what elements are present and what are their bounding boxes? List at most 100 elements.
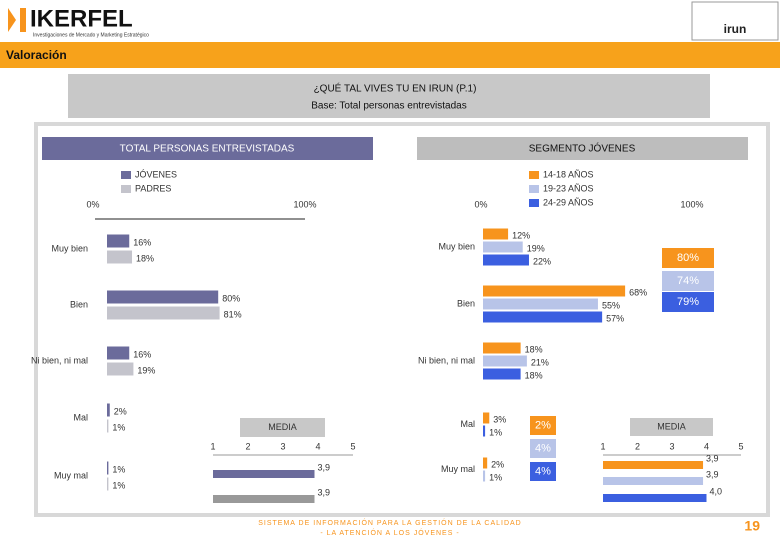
value-label: 18% <box>136 253 154 263</box>
footer-line2: - LA ATENCIÓN A LOS JÓVENES - <box>320 528 459 537</box>
media-tick-label: 5 <box>738 441 743 451</box>
legend-swatch <box>529 171 539 179</box>
media-value-label: 4,0 <box>710 486 723 496</box>
right-title-box <box>417 137 748 160</box>
category-label: Ni bien, ni mal <box>418 355 475 365</box>
client-logo <box>691 1 779 41</box>
category-label: Muy mal <box>441 464 475 474</box>
total-label: 74% <box>677 275 699 287</box>
bar <box>107 403 110 417</box>
media-bar <box>603 477 704 485</box>
x-tick-label: 100% <box>293 199 316 209</box>
category-label: Mal <box>460 419 475 429</box>
media-value-label: 3,9 <box>706 469 719 479</box>
brand: IKERFEL <box>30 5 133 32</box>
legend-label: JÓVENES <box>135 169 177 179</box>
logo-bar <box>20 8 26 32</box>
total-box <box>662 292 714 312</box>
value-label: 21% <box>531 357 549 367</box>
section-bar <box>0 42 780 68</box>
x-tick-label: 0% <box>474 199 487 209</box>
media-label: MEDIA <box>268 422 297 432</box>
question-title: ¿QUÉ TAL VIVES TU EN IRUN (P.1) <box>314 82 477 95</box>
media-tick-label: 5 <box>350 441 355 451</box>
bar <box>483 425 486 437</box>
value-label: 2% <box>491 459 504 469</box>
value-label: 68% <box>629 287 647 297</box>
bar <box>483 285 626 297</box>
bar <box>483 368 521 380</box>
legend-swatch <box>529 185 539 193</box>
legend-swatch <box>121 185 131 193</box>
x-tick-label: 100% <box>680 199 703 209</box>
section-title: Valoración <box>6 48 67 62</box>
bar <box>107 346 130 360</box>
value-label: 80% <box>222 293 240 303</box>
right-title: SEGMENTO JÓVENES <box>529 142 636 155</box>
media-tick-label: 1 <box>210 441 215 451</box>
media-tick-label: 4 <box>315 441 320 451</box>
category-label: Mal <box>73 412 88 422</box>
bar <box>107 461 109 475</box>
media-tick-label: 3 <box>280 441 285 451</box>
value-label: 19% <box>527 243 545 253</box>
value-label: 1% <box>489 472 502 482</box>
bar <box>107 306 220 320</box>
value-label: 1% <box>489 427 502 437</box>
total-box <box>662 271 714 291</box>
bar <box>107 290 219 304</box>
media-bar <box>213 470 315 478</box>
total-label: 80% <box>677 252 699 264</box>
media-value-label: 3,9 <box>318 487 331 497</box>
category-label: Muy bien <box>51 243 88 253</box>
total-label: 79% <box>677 296 699 308</box>
client-name: irun <box>724 22 747 36</box>
page-number: 19 <box>744 518 760 534</box>
bar <box>107 419 109 433</box>
media-value-label: 3,9 <box>706 453 719 463</box>
footer-line1: SISTEMA DE INFORMACIÓN PARA LA GESTIÓN D… <box>258 518 521 527</box>
total-label: 2% <box>535 419 551 431</box>
question-base: Base: Total personas entrevistadas <box>311 101 466 112</box>
total-box <box>530 462 556 481</box>
bar <box>483 311 603 323</box>
bar <box>483 457 488 469</box>
value-label: 1% <box>112 422 125 432</box>
category-label: Muy bien <box>438 241 475 251</box>
media-bar <box>213 495 315 503</box>
bar <box>107 362 134 376</box>
media-bar <box>603 494 707 502</box>
media-tick-label: 3 <box>669 441 674 451</box>
media-tick-label: 4 <box>704 441 709 451</box>
value-label: 18% <box>525 344 543 354</box>
value-label: 18% <box>525 370 543 380</box>
category-label: Muy mal <box>54 470 88 480</box>
bar <box>483 228 509 240</box>
bar <box>107 234 130 248</box>
bar <box>483 355 527 367</box>
media-box <box>240 418 325 437</box>
left-title: TOTAL PERSONAS ENTREVISTADAS <box>120 144 295 155</box>
value-label: 2% <box>114 406 127 416</box>
bar <box>483 412 490 424</box>
legend-label: PADRES <box>135 183 171 193</box>
media-value-label: 3,9 <box>318 462 331 472</box>
left-title-box <box>42 137 373 160</box>
value-label: 19% <box>137 365 155 375</box>
value-label: 55% <box>602 300 620 310</box>
bar <box>107 477 109 491</box>
bar <box>107 250 133 264</box>
bar <box>483 254 529 266</box>
total-box <box>530 416 556 435</box>
total-label: 4% <box>535 442 551 454</box>
value-label: 57% <box>606 313 624 323</box>
legend-swatch <box>529 199 539 207</box>
tagline: Investigaciones de Mercado y Marketing E… <box>33 32 149 38</box>
legend-swatch <box>121 171 131 179</box>
category-label: Bien <box>70 299 88 309</box>
total-label: 4% <box>535 465 551 477</box>
category-label: Bien <box>457 298 475 308</box>
x-tick-label: 0% <box>86 199 99 209</box>
bar <box>483 298 598 310</box>
